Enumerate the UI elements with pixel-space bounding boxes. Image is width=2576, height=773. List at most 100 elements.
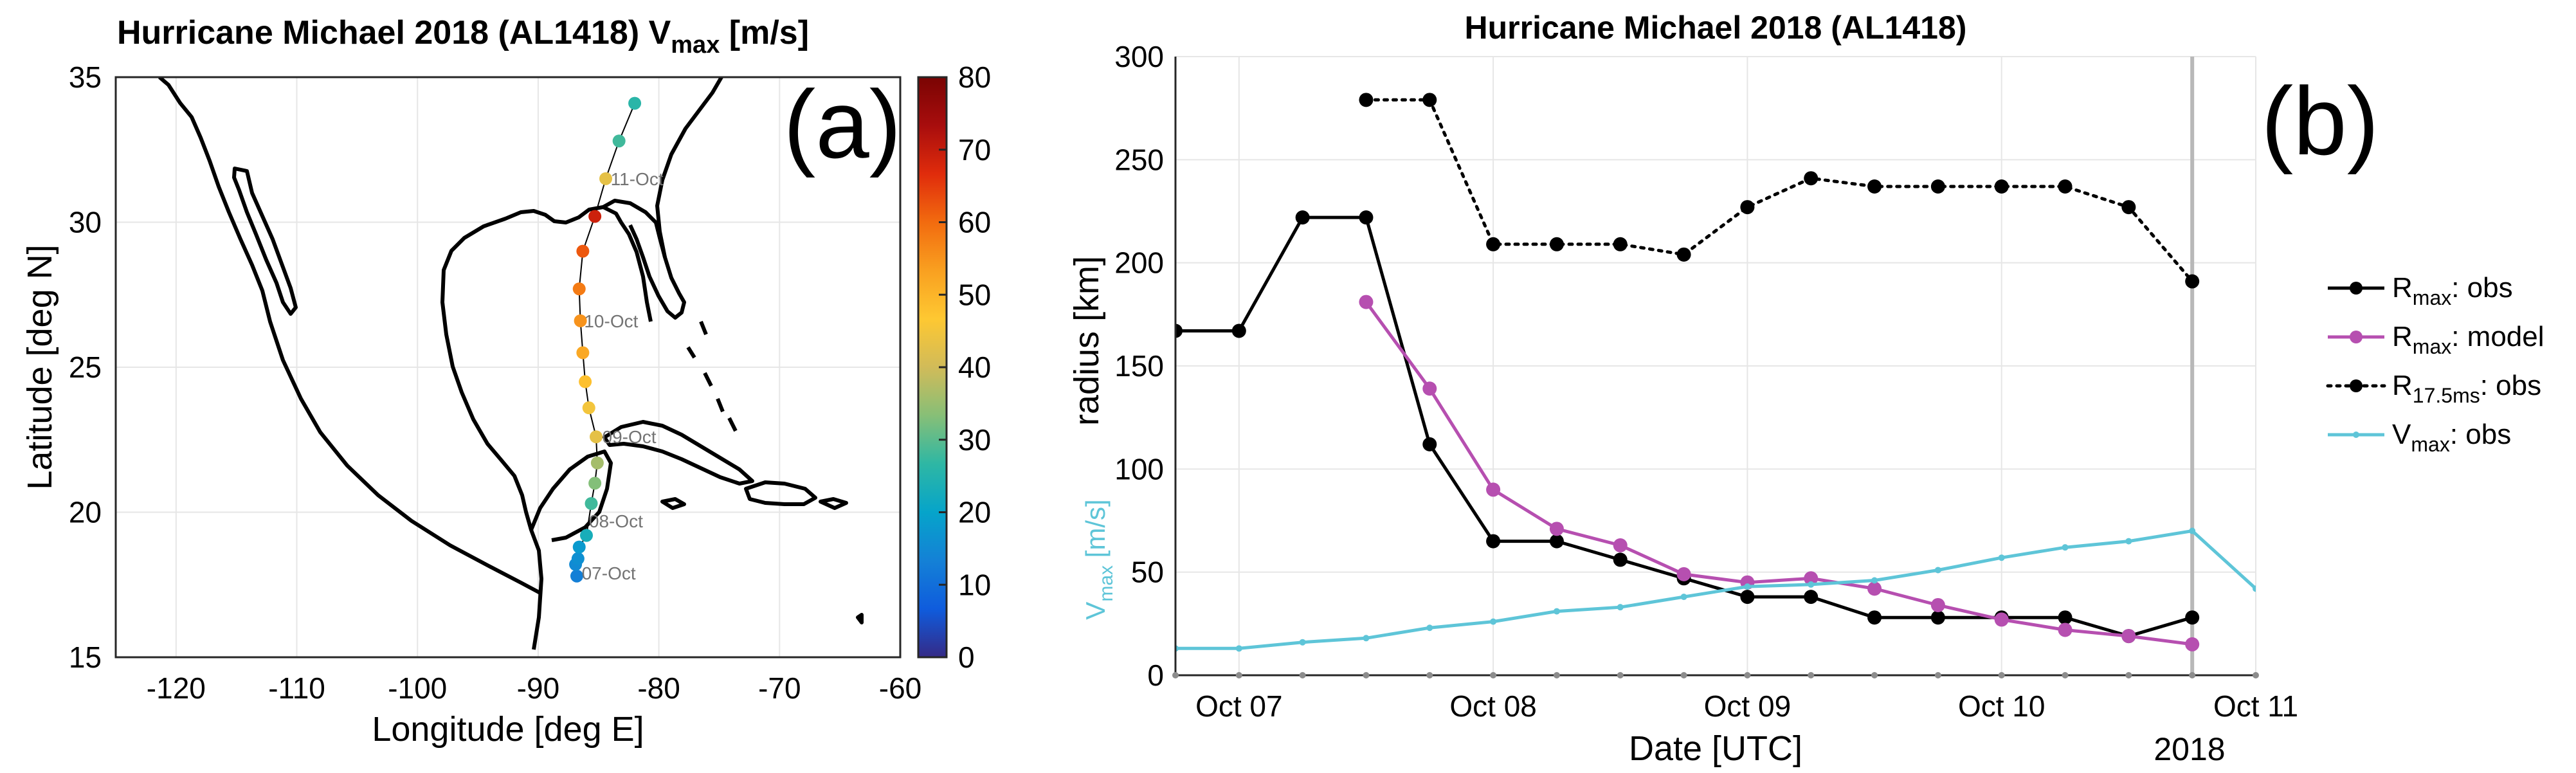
- legend-item: Rmax: model: [2328, 321, 2544, 358]
- coastline-hispaniola: [744, 480, 817, 506]
- track-point: [570, 569, 583, 583]
- series-point: [2062, 544, 2069, 551]
- panel-a-coastlines: [158, 77, 864, 650]
- series-point: [1549, 522, 1564, 536]
- panel-a-frame: [114, 76, 902, 659]
- series-point: [2125, 538, 2132, 545]
- legend-item: Vmax: obs: [2328, 419, 2511, 456]
- coastline-florida: [602, 199, 686, 320]
- legend-swatch-marker: [2350, 331, 2363, 343]
- series-point: [1549, 237, 1564, 251]
- series-point: [1299, 639, 1306, 646]
- panel-b-ylabel-vmax: Vmax [m/s]: [1080, 499, 1117, 619]
- track-point: [576, 244, 590, 258]
- x-tick-label: Oct 11: [2213, 689, 2298, 723]
- coastline-atlantic: [655, 77, 723, 258]
- y-tick-label: 200: [1114, 246, 1164, 280]
- x-minor-tick: [1934, 672, 1941, 678]
- series-point: [1994, 179, 2009, 194]
- y-tick-label: 35: [69, 60, 102, 94]
- x-minor-tick: [1680, 672, 1687, 678]
- series-point: [1867, 581, 1882, 596]
- x-tick-label: -80: [637, 671, 680, 705]
- track-point: [590, 456, 604, 469]
- track-point: [588, 477, 602, 490]
- x-minor-tick: [1553, 672, 1560, 678]
- coastline-gulf: [440, 205, 653, 650]
- series-1: [1359, 295, 2200, 651]
- series-point: [1867, 179, 1882, 194]
- panel-a-label: (a): [783, 70, 901, 178]
- y-tick-label: 20: [69, 496, 102, 529]
- series-point: [1422, 437, 1437, 451]
- legend-swatch-marker: [2350, 379, 2363, 392]
- x-minor-tick: [1744, 672, 1751, 678]
- series-point: [2185, 610, 2200, 625]
- series-line: [1365, 301, 2193, 646]
- panel-b: Hurricane Michael 2018 (AL1418) 0 50 100 15…: [1067, 10, 2544, 768]
- series-point: [1553, 608, 1560, 615]
- track-point: [628, 96, 642, 110]
- x-minor-tick: [1235, 672, 1242, 678]
- series-point: [1676, 247, 1691, 262]
- y-tick-label: 250: [1114, 143, 1164, 176]
- track-date-label: 10-Oct: [584, 311, 638, 331]
- series-point: [1804, 171, 1819, 186]
- panel-a: Hurricane Michael 2018 (AL1418) Vmax [m/…: [21, 14, 991, 749]
- series-point: [2185, 274, 2200, 289]
- track-point: [572, 282, 586, 296]
- series-point: [1930, 179, 1945, 194]
- series-point: [1359, 210, 1374, 225]
- series-point: [1617, 604, 1624, 611]
- panel-a-ticks: -120 -110 -100 -90 -80 -70 -60 15 20 25 30 35: [69, 60, 921, 705]
- colorbar-tick-label: 10: [958, 568, 991, 601]
- y-tick-label: 0: [1147, 659, 1164, 692]
- series-point: [1744, 583, 1751, 590]
- colorbar-tick-label: 80: [958, 60, 991, 94]
- track-point: [590, 430, 603, 444]
- x-minor-tick: [1998, 672, 2005, 678]
- panel-b-xlabel: Date [UTC]: [1629, 729, 1802, 768]
- y-tick-label: 15: [69, 641, 102, 674]
- x-tick-label: Oct 07: [1195, 689, 1283, 723]
- series-point: [1740, 200, 1755, 215]
- colorbar-tick-label: 60: [958, 206, 991, 239]
- series-point: [1930, 597, 1945, 612]
- track-date-labels: 07-Oct 08-Oct 09-Oct 10-Oct 11-Oct: [582, 169, 664, 583]
- panel-b-title: Hurricane Michael 2018 (AL1418): [1465, 10, 1967, 46]
- legend-label: Rmax: model: [2392, 321, 2544, 358]
- panel-a-grid: [116, 77, 901, 658]
- series-point: [1231, 323, 1246, 338]
- series-point: [2189, 527, 2196, 534]
- series-point: [2058, 179, 2073, 194]
- track-point: [576, 346, 590, 359]
- panel-b-ticks: 0 50 100 150 200 250 300 Oct 07 Oct 08 Oct 09 Oct …: [1114, 40, 2298, 723]
- series-point: [2058, 610, 2073, 625]
- series-point: [1613, 552, 1628, 567]
- panel-a-ylabel: Latitude [deg N]: [21, 244, 59, 489]
- series-point: [1486, 482, 1501, 497]
- x-tick-label: -100: [388, 671, 447, 705]
- coastline-bahamas: [686, 320, 738, 432]
- x-minor-tick: [1363, 672, 1370, 678]
- track-date-label: 11-Oct: [611, 169, 664, 189]
- series-point: [1295, 210, 1310, 225]
- series-point: [1359, 295, 1374, 309]
- x-minor-tick: [2189, 672, 2196, 678]
- series-point: [1804, 571, 1819, 586]
- colorbar-tick-label: 20: [958, 496, 991, 529]
- y-tick-label: 150: [1114, 349, 1164, 383]
- series-point: [2121, 200, 2136, 215]
- series-point: [1613, 237, 1628, 251]
- x-minor-tick: [1617, 672, 1624, 678]
- legend-label: Rmax: obs: [2392, 272, 2513, 309]
- series-point: [2121, 629, 2136, 644]
- series-point: [1175, 323, 1183, 338]
- x-minor-tick: [1172, 672, 1179, 678]
- y-tick-label: 30: [69, 206, 102, 239]
- legend-swatch-marker: [2353, 432, 2359, 438]
- panel-b-label: (b): [2261, 67, 2379, 175]
- colorbar-tick-label: 0: [958, 641, 975, 674]
- series-point: [2058, 623, 2073, 637]
- x-tick-label: Oct 09: [1704, 689, 1791, 723]
